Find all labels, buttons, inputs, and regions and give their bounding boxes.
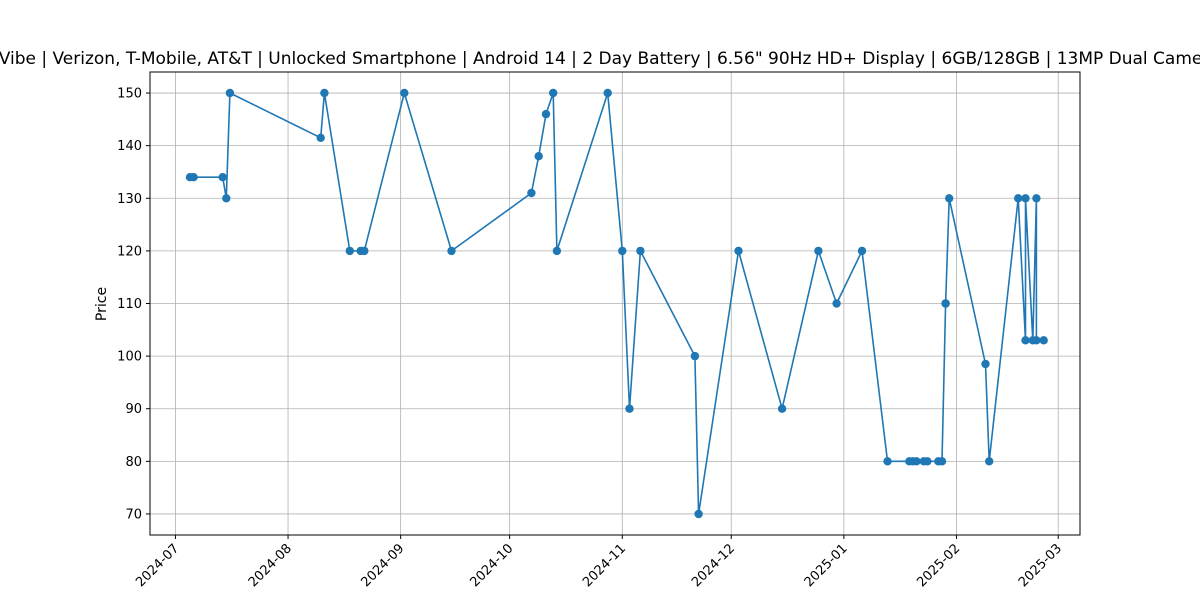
price-point bbox=[618, 246, 627, 256]
price-point bbox=[225, 88, 235, 98]
price-point bbox=[857, 246, 867, 256]
axes bbox=[146, 71, 1081, 539]
price-point bbox=[923, 457, 932, 466]
price-point bbox=[734, 246, 743, 256]
price-point bbox=[937, 457, 947, 466]
price-point bbox=[625, 404, 634, 413]
price-point bbox=[603, 88, 612, 98]
price-point bbox=[320, 88, 329, 98]
y-axis-title: Price bbox=[94, 287, 110, 321]
price-point bbox=[360, 246, 369, 256]
y-tick-label: 100 bbox=[117, 350, 142, 365]
price-point bbox=[1021, 194, 1030, 203]
price-point bbox=[552, 246, 562, 256]
grid-lines bbox=[150, 72, 1080, 535]
price-point bbox=[945, 194, 954, 203]
price-point bbox=[912, 457, 921, 466]
y-tick-label: 140 bbox=[117, 139, 142, 154]
price-point bbox=[1032, 336, 1041, 345]
price-point bbox=[883, 457, 892, 466]
price-point bbox=[189, 173, 198, 182]
chart-title: D Vibe | Verizon, T-Mobile, AT&T | Unloc… bbox=[0, 49, 1200, 69]
price-point bbox=[400, 88, 409, 98]
price-point bbox=[690, 351, 700, 361]
y-tick-label: 130 bbox=[117, 192, 142, 207]
y-tick-label: 110 bbox=[117, 297, 142, 312]
y-tick-label: 120 bbox=[117, 244, 142, 259]
price-point bbox=[832, 299, 841, 308]
price-point bbox=[541, 109, 551, 119]
price-point bbox=[941, 299, 950, 308]
price-point bbox=[527, 188, 536, 198]
price-point bbox=[447, 246, 456, 256]
price-point bbox=[985, 457, 994, 466]
y-tick-label: 90 bbox=[125, 402, 142, 417]
price-point bbox=[1014, 194, 1023, 203]
price-point bbox=[777, 404, 787, 413]
price-point bbox=[534, 152, 543, 161]
price-point bbox=[636, 246, 645, 256]
price-point bbox=[981, 359, 990, 369]
price-point bbox=[316, 133, 325, 142]
price-point bbox=[218, 173, 227, 182]
y-tick-label: 70 bbox=[125, 507, 142, 522]
y-tick-label: 150 bbox=[117, 87, 142, 102]
price-series bbox=[185, 88, 1048, 519]
price-point bbox=[694, 509, 703, 519]
price-point bbox=[1032, 194, 1041, 203]
price-point bbox=[814, 246, 823, 256]
price-point bbox=[1039, 336, 1048, 345]
price-point bbox=[345, 246, 354, 256]
price-point bbox=[549, 88, 558, 98]
price-point bbox=[222, 194, 231, 203]
y-tick-label: 80 bbox=[125, 455, 142, 470]
price-point bbox=[1021, 336, 1030, 345]
